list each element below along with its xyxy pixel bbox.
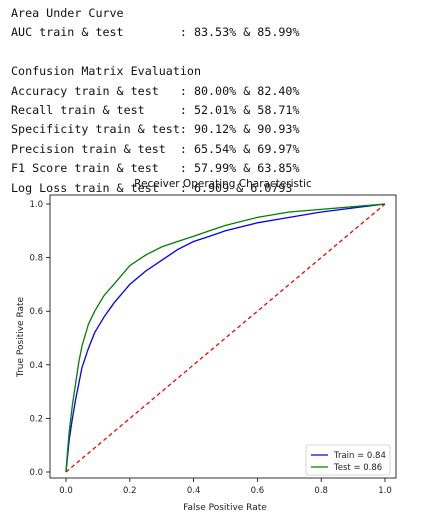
roc-chart: Receiver Operating Characteristic 0.0 0.2… xyxy=(16,178,397,513)
chart-title: Receiver Operating Characteristic xyxy=(134,178,312,190)
x-tick-label: 0.8 xyxy=(314,486,328,496)
y-tick-label: 1.0 xyxy=(29,200,43,210)
y-tick-label: 0.6 xyxy=(29,307,43,317)
x-tick-label: 1.0 xyxy=(378,486,392,496)
roc-line xyxy=(65,203,386,473)
console-line: Confusion Matrix Evaluation xyxy=(11,64,201,79)
console-line: AUC train & test : 83.53% & 85.99% xyxy=(11,25,300,40)
plot-frame xyxy=(49,194,397,479)
console-line xyxy=(11,43,300,62)
console-line: Recall train & test : 52.01% & 58.71% xyxy=(11,103,300,118)
y-tick-label: 0.0 xyxy=(29,468,43,478)
legend-entry: Train = 0.84 xyxy=(333,451,386,461)
y-tick-label: 0.8 xyxy=(29,254,43,264)
console-line: Accuracy train & test : 80.00% & 82.40% xyxy=(11,83,300,98)
console-line: Area Under Curve xyxy=(11,6,124,20)
x-tick-label: 0.2 xyxy=(123,486,137,496)
console-output: Area Under Curve AUC train & test : 83.53… xyxy=(11,4,300,198)
roc-line xyxy=(65,203,386,473)
x-axis-label: False Positive Rate xyxy=(183,503,267,513)
console-line: Specificity train & test: 90.12% & 90.93… xyxy=(11,122,300,137)
x-tick-label: 0.0 xyxy=(59,486,73,496)
y-tick-label: 0.2 xyxy=(29,414,43,424)
legend: Train = 0.84 Test = 0.86 xyxy=(305,444,391,476)
console-line: F1 Score train & test : 57.99% & 63.85% xyxy=(11,161,300,176)
x-tick-label: 0.4 xyxy=(187,486,201,496)
legend-entry: Test = 0.86 xyxy=(333,463,382,473)
x-tick-label: 0.6 xyxy=(251,486,265,496)
console-line: Log Loss train & test : 6.909 & 6.0793 xyxy=(11,180,293,195)
console-line: Precision train & test : 65.54% & 69.97% xyxy=(11,141,300,156)
y-tick-label: 0.4 xyxy=(29,361,43,371)
y-axis-label: True Positive Rate xyxy=(16,296,26,378)
